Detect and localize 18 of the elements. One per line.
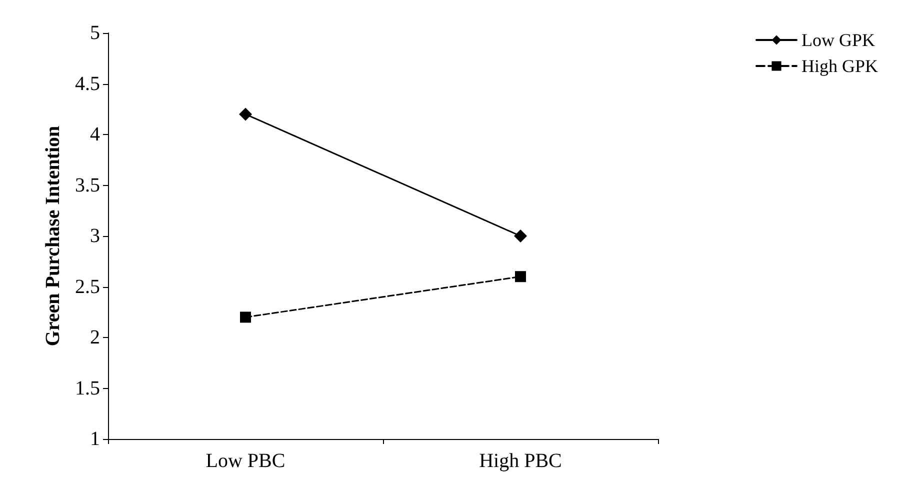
y-axis-title: Green Purchase Intention — [42, 126, 64, 346]
y-tick-label: 5 — [90, 22, 100, 44]
y-tick-label: 4.5 — [75, 72, 100, 95]
y-tick-label: 2 — [90, 326, 100, 348]
x-tick-label: High PBC — [479, 450, 562, 472]
point — [239, 108, 252, 121]
point — [515, 271, 526, 282]
legend-label: Low GPK — [801, 30, 876, 50]
point — [514, 230, 527, 242]
y-tick-label: 1.5 — [75, 377, 100, 400]
y-tick-label: 4 — [90, 124, 100, 146]
y-tick-label: 3.5 — [75, 174, 100, 196]
y-tick-label: 2.5 — [75, 276, 100, 298]
point — [240, 312, 251, 323]
x-tick-label: Low PBC — [206, 450, 286, 472]
y-tick-label: 1 — [90, 428, 100, 450]
legend-label: High GPK — [801, 56, 878, 76]
y-tick-label: 3 — [90, 225, 100, 247]
